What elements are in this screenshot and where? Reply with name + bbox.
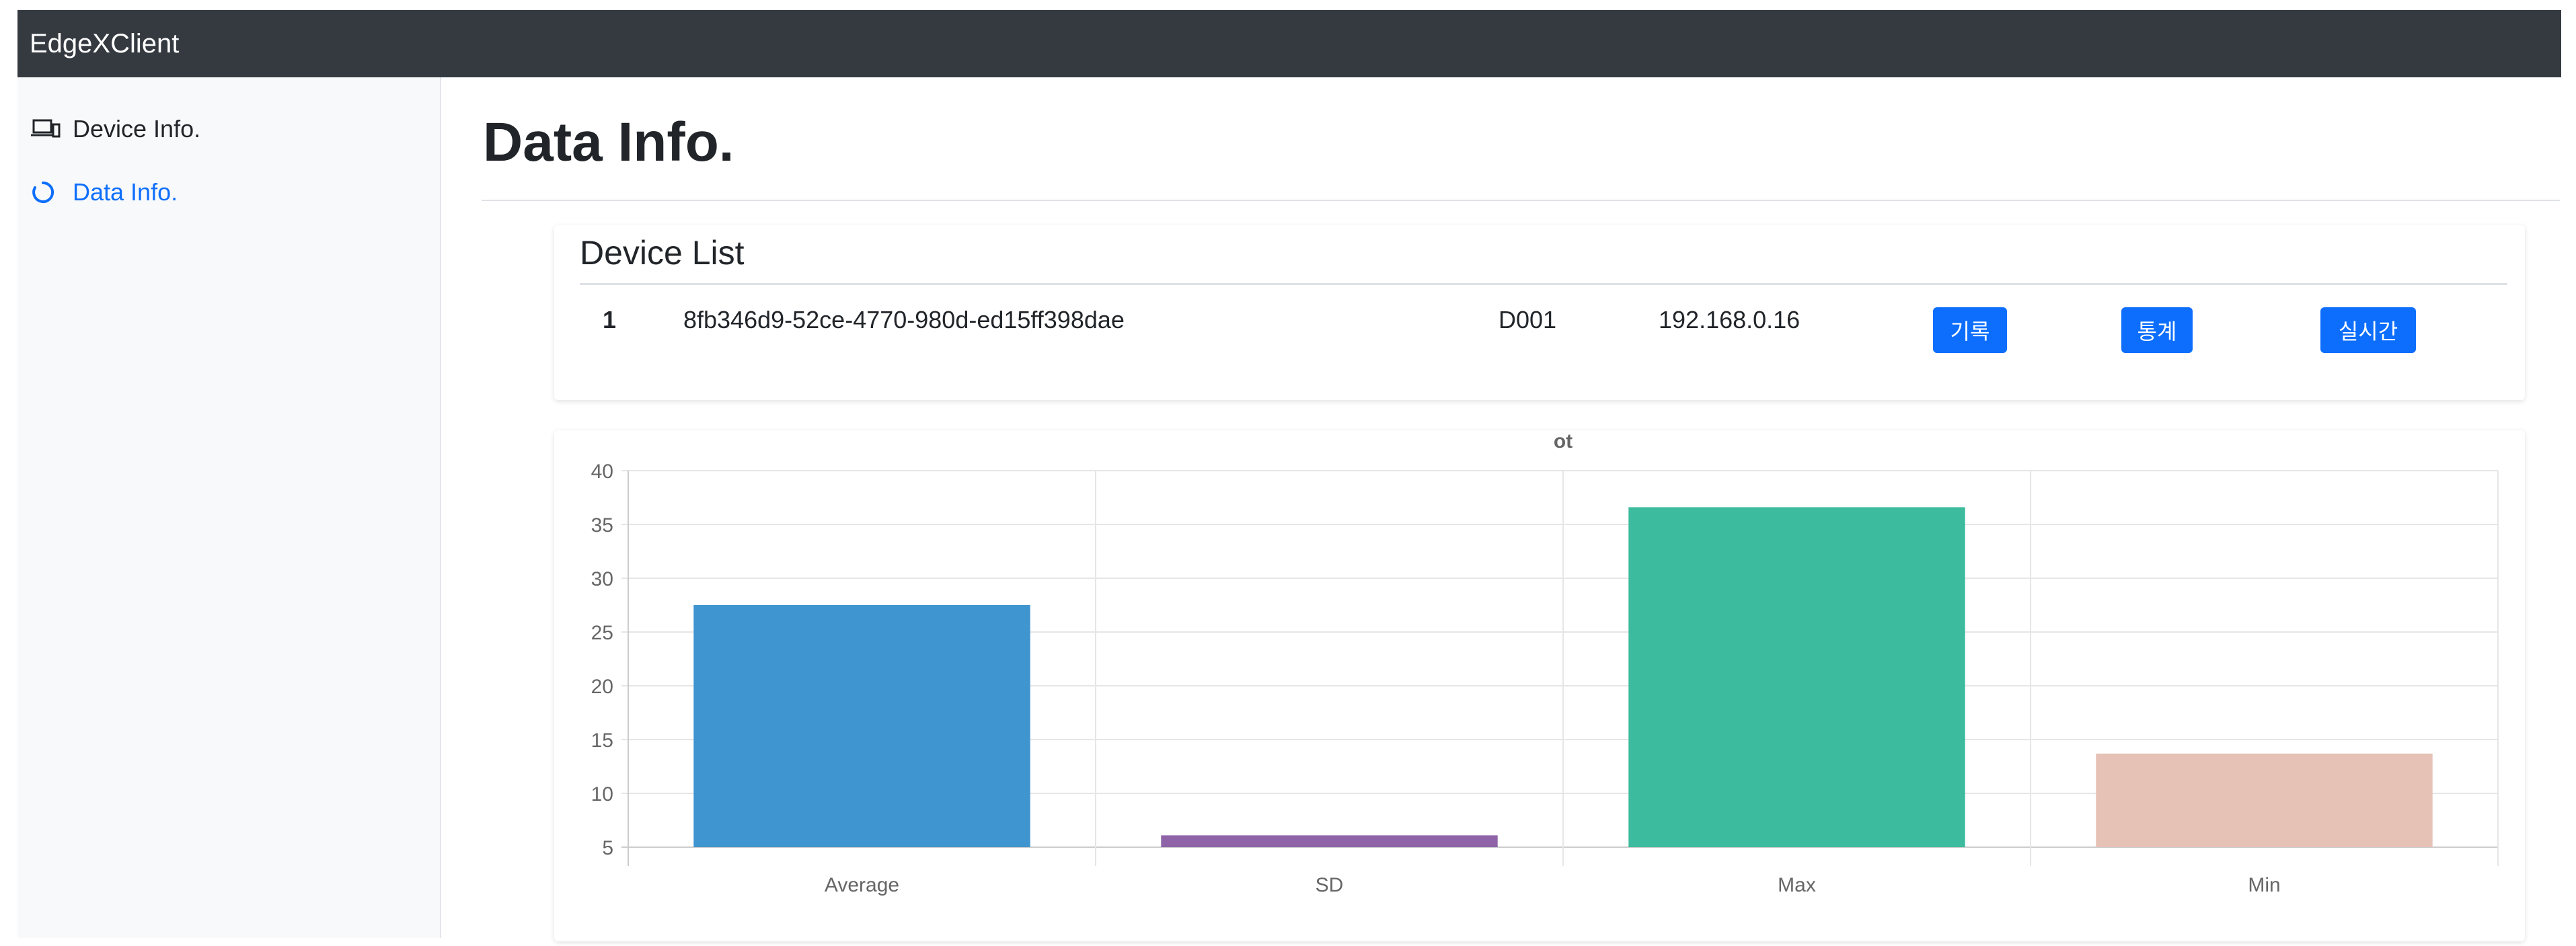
statistics-button[interactable]: 통계 (2121, 307, 2193, 353)
y-tick-label: 20 (591, 676, 613, 698)
sidebar: Device Info. Data Info. (17, 77, 441, 938)
realtime-button[interactable]: 실시간 (2320, 307, 2416, 353)
bar-chart: ot 5 10 15 20 25 30 35 40 Average SD Max Min (591, 430, 2499, 896)
sidebar-item-data-info[interactable]: Data Info. (31, 178, 178, 206)
brand-title[interactable]: EdgeXClient (30, 28, 180, 58)
device-ip: 192.168.0.16 (1659, 306, 1801, 333)
chart-title: ot (1554, 430, 1573, 452)
y-tick-label: 10 (591, 783, 613, 805)
sidebar-item-device-info[interactable]: Device Info. (31, 115, 200, 143)
y-tick-label: 40 (591, 461, 613, 483)
bar-min (2096, 753, 2433, 847)
x-tick-label: Min (2248, 874, 2280, 896)
device-id: 8fb346d9-52ce-4770-980d-ed15ff398dae (683, 306, 1125, 333)
x-tick-label: Average (825, 874, 899, 896)
sidebar-item-label: Data Info. (73, 178, 178, 206)
y-tick-label: 30 (591, 568, 613, 590)
bar-sd (1161, 835, 1498, 847)
y-tick-label: 5 (602, 837, 613, 859)
list-divider (580, 283, 2507, 285)
device-index: 1 (603, 306, 617, 333)
chart-card: ot 5 10 15 20 25 30 35 40 Average SD Max Min (554, 430, 2525, 941)
page-title: Data Info. (483, 112, 734, 173)
bar-average (693, 605, 1030, 847)
sidebar-item-label: Device Info. (73, 115, 201, 143)
x-tick-label: Max (1778, 874, 1816, 896)
bar-max (1628, 507, 1965, 847)
y-tick-label: 15 (591, 730, 613, 752)
y-tick-label: 35 (591, 514, 613, 537)
main-content: Data Info. Device List 1 8fb346d9-52ce-4… (441, 77, 2561, 941)
y-tick-label: 25 (591, 622, 613, 644)
device-list-heading: Device List (580, 234, 745, 272)
device-name: D001 (1499, 306, 1557, 333)
loading-circle-icon (31, 179, 62, 206)
top-navbar: EdgeXClient (17, 10, 2561, 77)
history-button[interactable]: 기록 (1933, 307, 2007, 353)
devices-icon (31, 116, 62, 143)
app-window: EdgeXClient Device Info. Data Info. Data… (17, 10, 2561, 941)
title-divider (482, 200, 2560, 201)
device-list-card: Device List 1 8fb346d9-52ce-4770-980d-ed… (554, 225, 2525, 400)
x-tick-label: SD (1316, 874, 1344, 896)
